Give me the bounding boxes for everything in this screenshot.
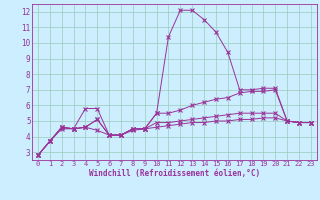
X-axis label: Windchill (Refroidissement éolien,°C): Windchill (Refroidissement éolien,°C) <box>89 169 260 178</box>
